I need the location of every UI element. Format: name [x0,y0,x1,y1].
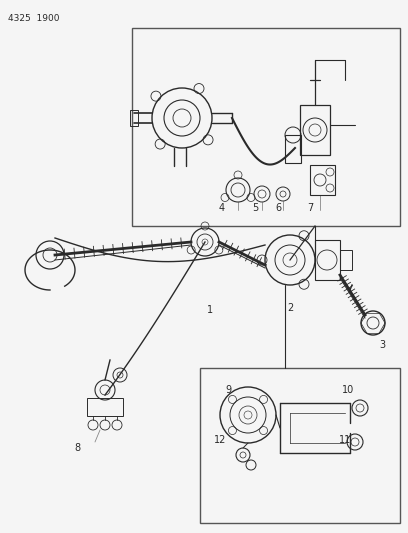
Text: 6: 6 [275,203,281,213]
Text: 4: 4 [219,203,225,213]
Bar [130,110,138,126]
Text: 3: 3 [379,340,385,350]
Text: 8: 8 [74,443,80,453]
Bar [315,240,340,280]
Text: 10: 10 [342,385,354,395]
Bar [310,165,335,195]
Bar [200,368,400,523]
Text: 2: 2 [287,303,293,313]
Text: 12: 12 [214,435,226,445]
Bar [340,250,352,270]
Text: 4325  1900: 4325 1900 [8,14,60,23]
Bar [87,398,123,416]
Text: 1: 1 [207,305,213,315]
Text: 9: 9 [225,385,231,395]
Text: 5: 5 [252,203,258,213]
Bar [300,105,330,155]
Bar [132,28,400,226]
Text: 7: 7 [307,203,313,213]
Text: 11: 11 [339,435,351,445]
Bar [285,135,301,163]
